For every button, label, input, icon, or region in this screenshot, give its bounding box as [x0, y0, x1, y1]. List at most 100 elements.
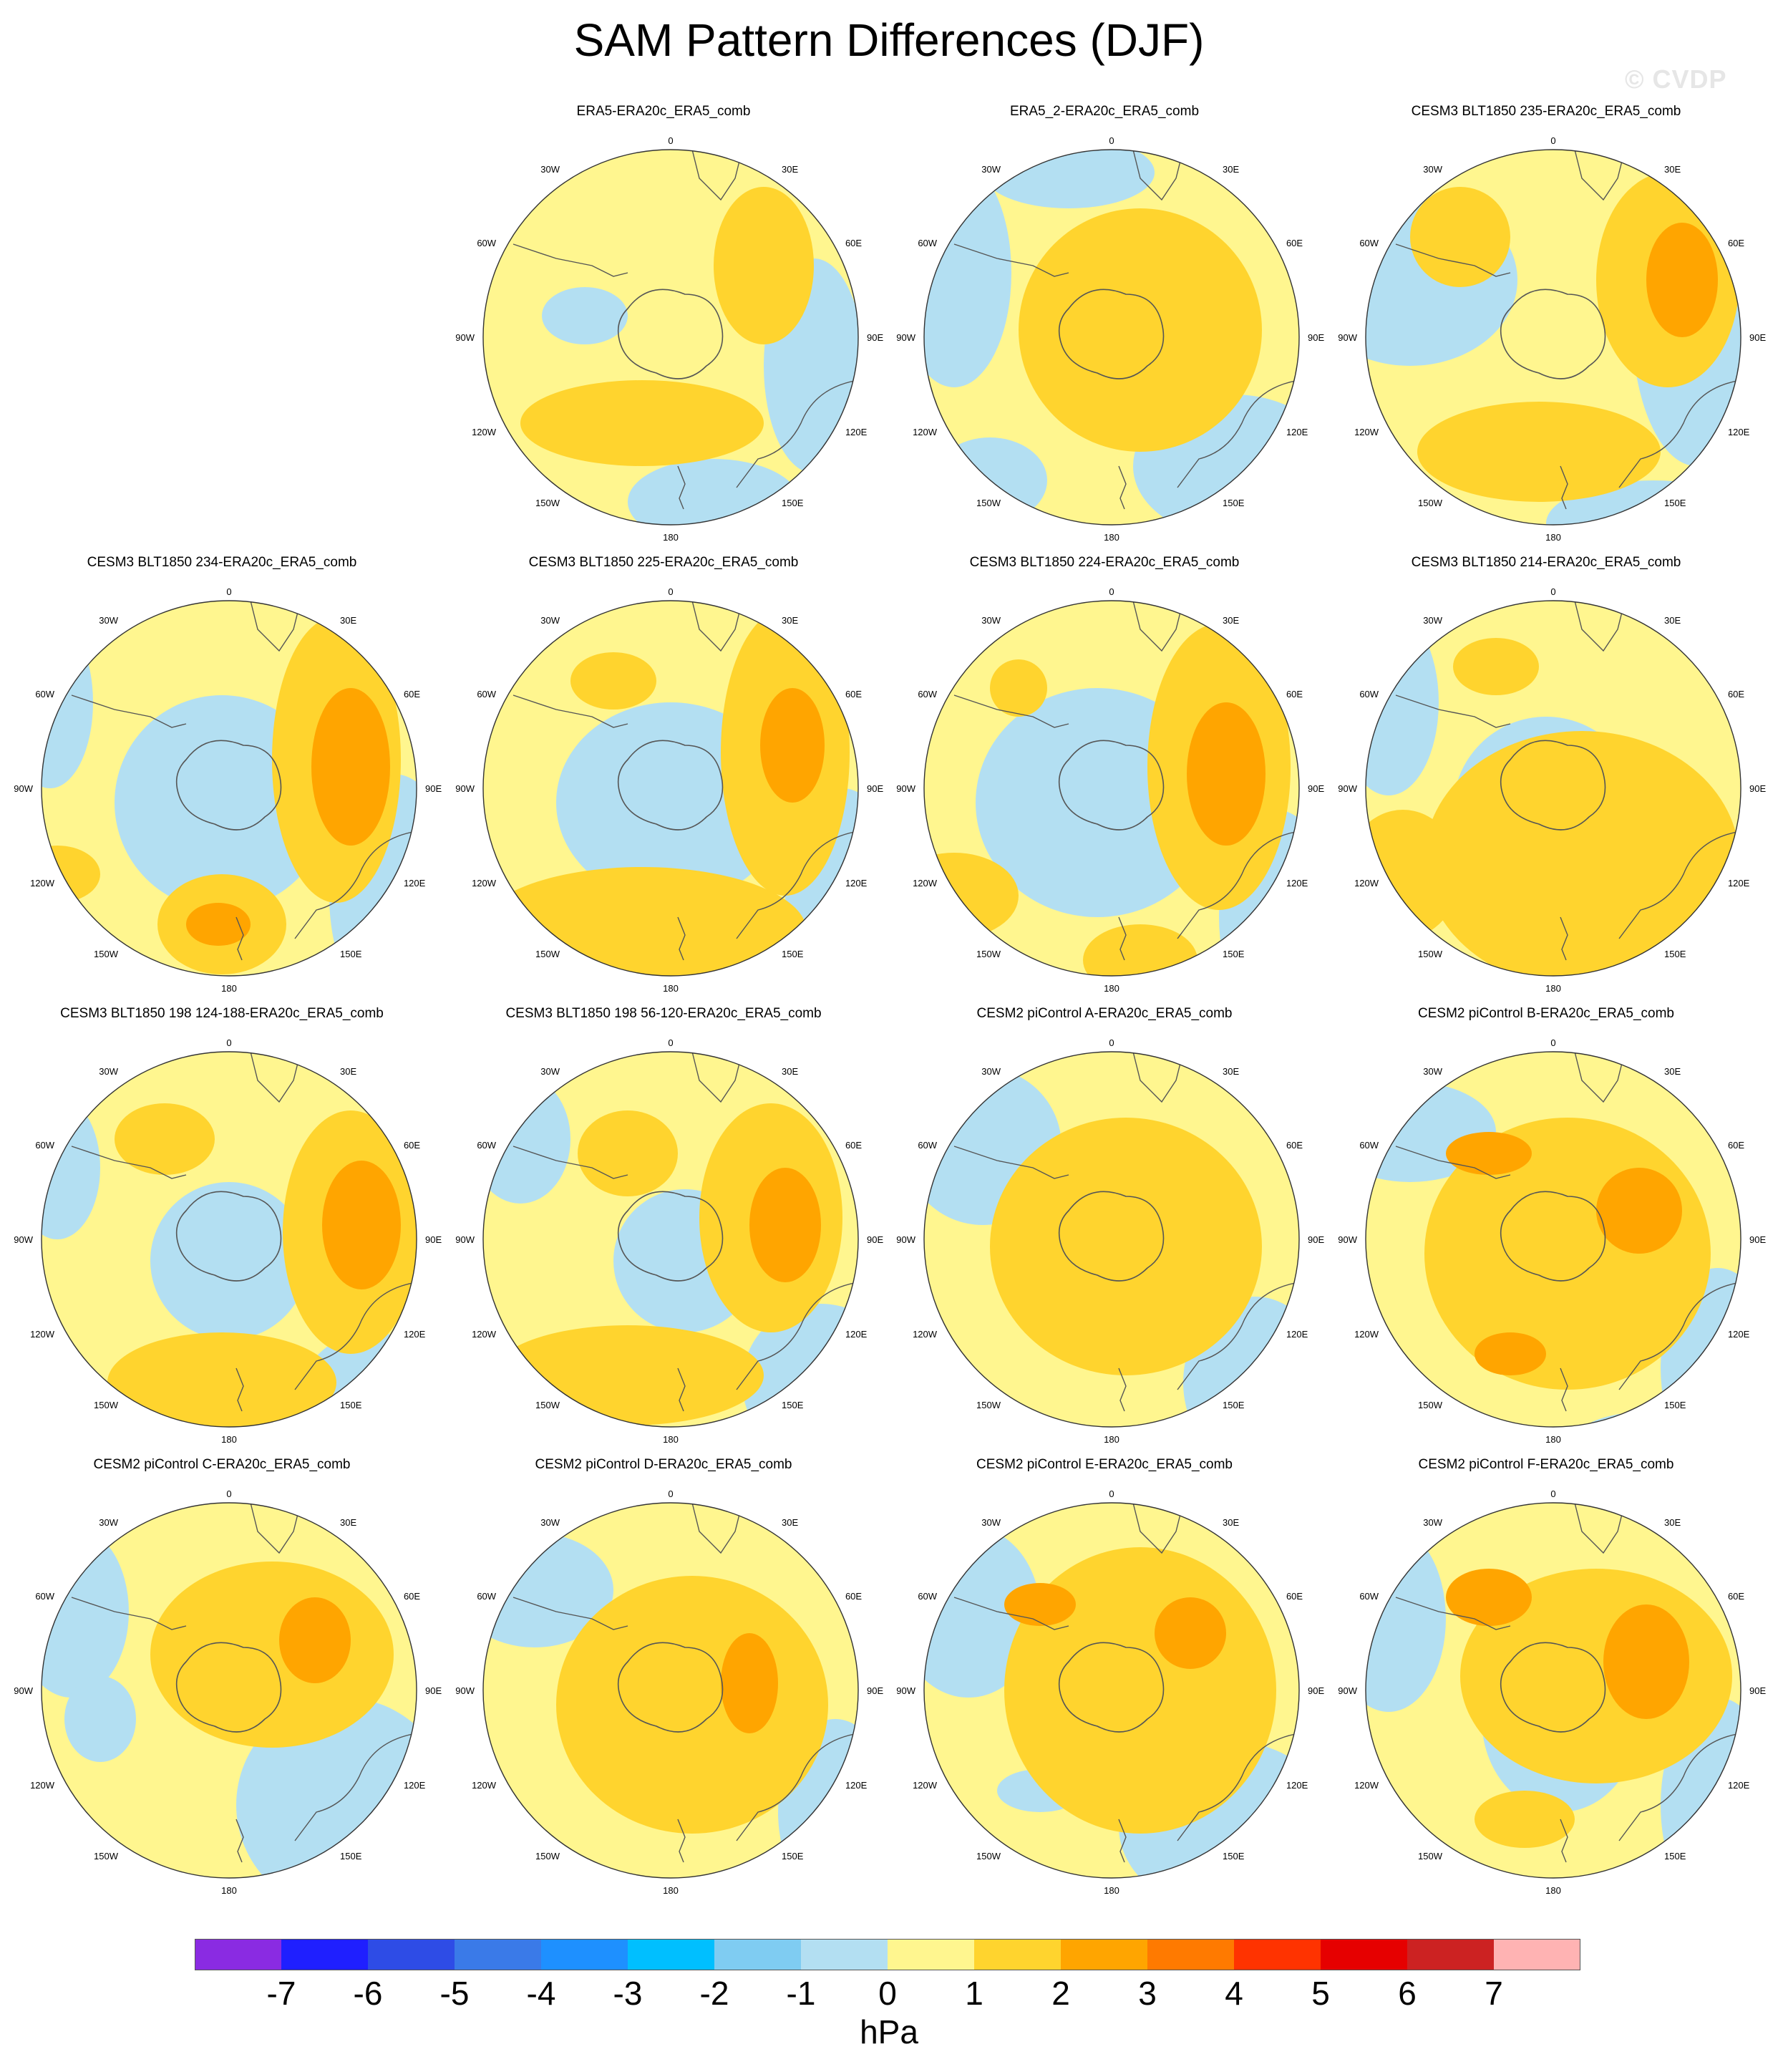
positive-anomaly-region — [115, 1103, 215, 1175]
strong-positive-anomaly-region — [760, 688, 825, 803]
longitude-label: 90W — [896, 332, 915, 343]
longitude-label: 60W — [35, 689, 54, 699]
map-panel: CESM3 BLT1850 224-ERA20c_ERA5_comb 0 180 30… — [883, 555, 1326, 994]
panel-title: CESM3 BLT1850 198 56-120-ERA20c_ERA5_com… — [505, 1006, 822, 1021]
new-zealand-coastline — [677, 1367, 686, 1412]
longitude-label: 120W — [30, 1780, 55, 1791]
south-america-coastline — [1395, 694, 1511, 728]
map-panel: CESM2 piControl F-ERA20c_ERA5_comb 0 180 30… — [1324, 1457, 1768, 1896]
longitude-label: 150E — [782, 1851, 804, 1862]
new-zealand-coastline — [677, 465, 686, 510]
longitude-label: 90W — [1338, 783, 1357, 794]
africa-coastline — [1132, 1052, 1184, 1103]
panel-title: ERA5-ERA20c_ERA5_comb — [576, 104, 751, 119]
australia-coastline — [1618, 1733, 1741, 1841]
longitude-label: 30W — [981, 164, 1001, 175]
map-frame — [482, 149, 859, 526]
map-panel: CESM3 BLT1850 225-ERA20c_ERA5_comb 0 180 30… — [442, 555, 885, 994]
longitude-label: 0 — [668, 135, 673, 146]
longitude-label: 60E — [845, 1140, 862, 1151]
south-america-coastline — [512, 694, 628, 728]
map-panel: CESM2 piControl E-ERA20c_ERA5_comb 0 180 30… — [883, 1457, 1326, 1896]
positive-anomaly-region — [924, 853, 1019, 939]
strong-positive-anomaly-region — [311, 688, 390, 846]
longitude-label: 150W — [976, 1851, 1001, 1862]
strong-positive-anomaly-region — [1603, 1604, 1689, 1719]
map-frame — [923, 600, 1300, 977]
negative-anomaly-region — [42, 616, 93, 788]
longitude-label: 180 — [663, 1885, 679, 1896]
new-zealand-coastline — [1560, 465, 1568, 510]
map-frame — [41, 600, 417, 977]
longitude-label: 90W — [14, 1685, 33, 1696]
polar-map: 0 180 30W 30E 60W 60E 90W 90E 120W 120E 150W 150E — [1338, 1488, 1766, 1896]
positive-anomaly-region — [1424, 731, 1739, 976]
polar-map: 0 180 30W 30E 60W 60E 90W 90E 120W 120E 150W 150E — [455, 1488, 883, 1896]
longitude-label: 60E — [1286, 238, 1303, 248]
longitude-label: 30E — [1223, 615, 1239, 626]
figure-title: SAM Pattern Differences (DJF) — [573, 14, 1205, 66]
map-panel: CESM3 BLT1850 198 56-120-ERA20c_ERA5_com… — [442, 1006, 885, 1445]
longitude-label: 120E — [845, 427, 868, 437]
panel-title: CESM3 BLT1850 225-ERA20c_ERA5_comb — [528, 555, 799, 570]
longitude-label: 0 — [1109, 586, 1114, 597]
africa-coastline — [250, 1503, 301, 1554]
negative-anomaly-region — [483, 1075, 570, 1204]
south-america-coastline — [1395, 1597, 1511, 1630]
longitude-label: 90W — [455, 783, 475, 794]
longitude-label: 150E — [1223, 1851, 1245, 1862]
longitude-label: 30W — [99, 1066, 118, 1077]
longitude-label: 90W — [14, 783, 33, 794]
positive-anomaly-region — [520, 380, 764, 466]
longitude-label: 60E — [845, 1591, 862, 1602]
longitude-label: 60W — [35, 1140, 54, 1151]
longitude-label: 150W — [535, 949, 560, 959]
longitude-label: 120W — [1354, 1329, 1379, 1340]
longitude-label: 150W — [535, 498, 560, 508]
longitude-label: 90W — [896, 1685, 915, 1696]
polar-map: 0 180 30W 30E 60W 60E 90W 90E 120W 120E 150W 150E — [455, 135, 883, 543]
australia-coastline — [736, 831, 858, 939]
longitude-label: 30W — [981, 1517, 1001, 1528]
longitude-label: 120E — [1286, 1329, 1308, 1340]
longitude-label: 60E — [1728, 689, 1744, 699]
positive-anomaly-region — [1410, 187, 1510, 287]
longitude-label: 90E — [425, 1685, 442, 1696]
longitude-label: 90E — [1308, 783, 1324, 794]
longitude-label: 90W — [1338, 1234, 1357, 1245]
longitude-label: 60W — [1359, 238, 1379, 248]
longitude-label: 60W — [918, 689, 937, 699]
panel-title: CESM3 BLT1850 224-ERA20c_ERA5_comb — [969, 555, 1240, 570]
panel-title: CESM2 piControl B-ERA20c_ERA5_comb — [1418, 1006, 1674, 1021]
strong-positive-anomaly-region — [749, 1168, 821, 1282]
new-zealand-coastline — [1118, 465, 1127, 510]
map-panel: CESM3 BLT1850 234-ERA20c_ERA5_comb 0 180 30… — [0, 555, 444, 994]
australia-coastline — [1618, 1282, 1741, 1390]
negative-anomaly-region — [42, 1526, 129, 1698]
australia-coastline — [294, 1282, 417, 1390]
negative-anomaly-region — [42, 1096, 100, 1239]
longitude-label: 60W — [35, 1591, 54, 1602]
antarctica-coastline — [175, 1642, 282, 1733]
south-america-coastline — [512, 243, 628, 277]
longitude-label: 0 — [668, 586, 673, 597]
positive-anomaly-region — [1083, 924, 1198, 976]
polar-map: 0 180 30W 30E 60W 60E 90W 90E 120W 120E 150W 150E — [14, 1488, 442, 1896]
longitude-label: 60W — [1359, 689, 1379, 699]
antarctica-coastline — [1058, 740, 1165, 831]
longitude-label: 60W — [918, 1140, 937, 1151]
africa-coastline — [1132, 601, 1184, 652]
africa-coastline — [250, 601, 301, 652]
longitude-label: 30E — [1223, 164, 1239, 175]
longitude-label: 90W — [896, 1234, 915, 1245]
panel-title: ERA5_2-ERA20c_ERA5_comb — [1009, 104, 1200, 119]
antarctica-coastline — [617, 740, 724, 831]
strong-positive-anomaly-region — [279, 1597, 351, 1683]
longitude-label: 0 — [226, 1488, 231, 1499]
positive-anomaly-region — [1417, 402, 1661, 502]
longitude-label: 30E — [1664, 1066, 1681, 1077]
longitude-label: 30E — [782, 1066, 798, 1077]
longitude-label: 60E — [1728, 1591, 1744, 1602]
longitude-label: 60W — [477, 1591, 496, 1602]
